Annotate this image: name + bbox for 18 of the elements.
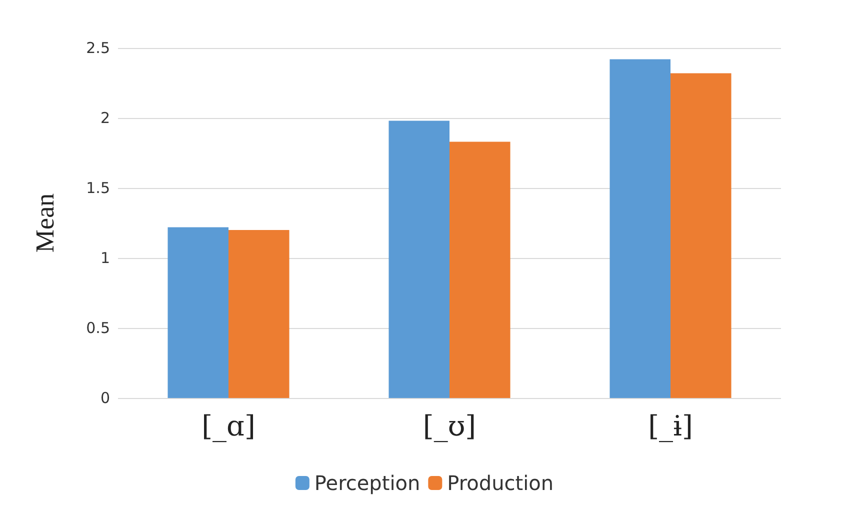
legend-label: Production [447,471,554,495]
x-tick-label: [_ɑ] [202,410,256,442]
y-tick-label: 0 [100,389,110,407]
y-tick-label: 1 [100,249,110,267]
y-tick-label: 0.5 [86,319,110,337]
x-tick-label: [_ʊ] [422,410,476,442]
bar [228,230,290,398]
y-tick-label: 2 [100,109,110,127]
bar [610,59,670,398]
x-tick-label: [_ɨ] [648,410,693,442]
y-tick-label: 2.5 [86,39,110,57]
bar [450,142,510,398]
bar [168,227,228,398]
legend-label: Perception [314,471,420,495]
bar [670,73,732,398]
y-tick-label: 1.5 [86,179,110,197]
bar [388,120,450,398]
y-axis-title: Mean [30,193,60,253]
